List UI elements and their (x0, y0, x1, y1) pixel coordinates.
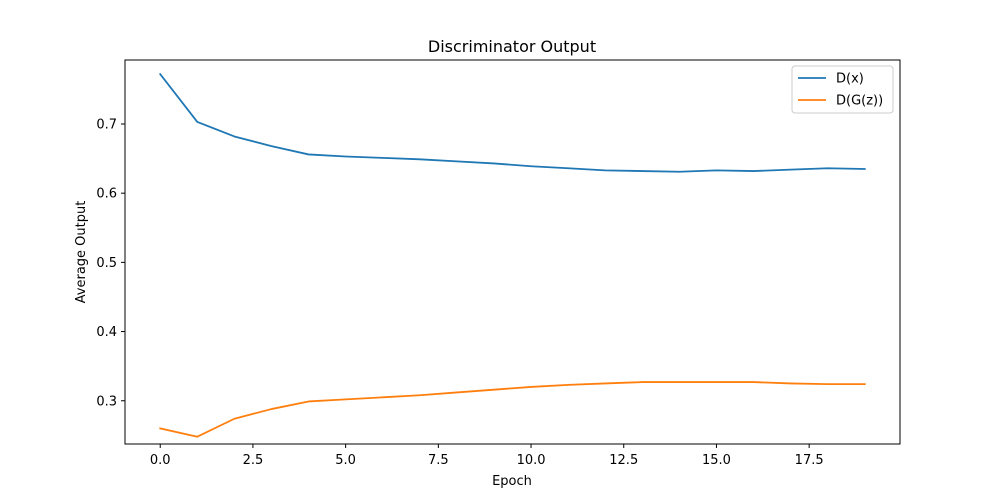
x-tick-label: 12.5 (609, 453, 638, 468)
x-tick-label: 5.0 (335, 453, 356, 468)
y-tick-label: 0.5 (96, 256, 117, 271)
series-line-0 (158, 72, 866, 173)
x-tick-label: 17.5 (795, 453, 824, 468)
x-tick-label: 10.0 (517, 453, 546, 468)
legend-label-1: D(G(z)) (836, 94, 883, 109)
x-tick-label: 2.5 (243, 453, 264, 468)
chart-title: Discriminator Output (428, 37, 596, 56)
x-tick-label: 7.5 (428, 453, 449, 468)
x-axis-label: Epoch (492, 474, 532, 489)
y-tick-label: 0.3 (96, 394, 117, 409)
series-line-1 (159, 381, 866, 438)
axes-frame (124, 59, 901, 445)
y-tick-label: 0.6 (96, 187, 117, 202)
plot-area: 0.0 2.5 5.0 7.5 10.0 12.5 15.0 17.5 0.3 0.4 0.5 0.6… (96, 59, 901, 468)
legend: D(x) D(G(z)) (791, 65, 894, 114)
y-tick-label: 0.4 (96, 325, 117, 340)
x-tick-label: 0.0 (150, 453, 171, 468)
y-tick-label: 0.7 (96, 118, 117, 133)
legend-label-0: D(x) (836, 72, 864, 87)
x-tick-label: 15.0 (702, 453, 731, 468)
y-axis-label: Average Output (74, 201, 89, 304)
